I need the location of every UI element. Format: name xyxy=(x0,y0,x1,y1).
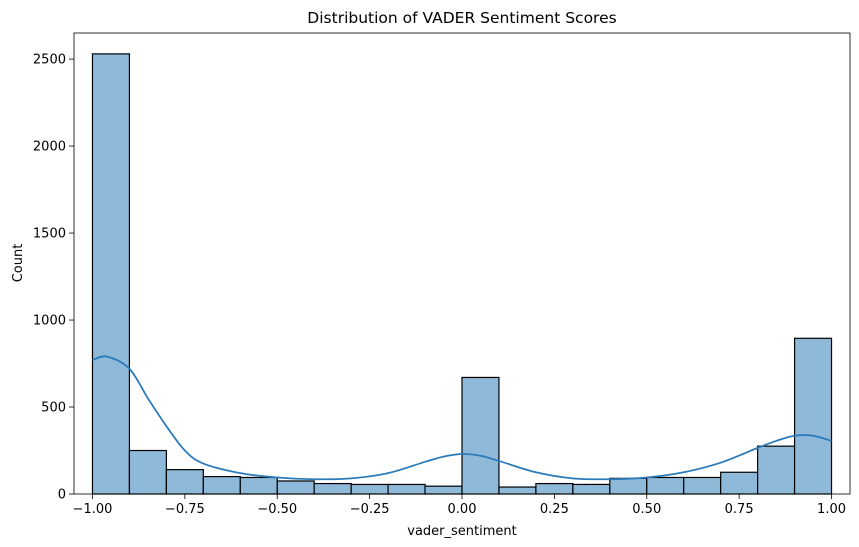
histogram-bar xyxy=(535,482,574,495)
histogram-bars xyxy=(91,53,833,495)
histogram-bar xyxy=(683,476,722,495)
histogram-bar xyxy=(609,477,648,495)
chart-title: Distribution of VADER Sentiment Scores xyxy=(307,9,616,27)
x-axis-ticks: −1.00 −0.75 −0.50 −0.25 0.00 0.25 0.50 0.75 1.00 xyxy=(73,494,846,517)
x-tick-label: 0.00 xyxy=(448,502,477,517)
histogram-bar xyxy=(350,483,389,495)
x-tick-label: 1.00 xyxy=(817,502,846,517)
y-tick-label: 0 xyxy=(58,488,66,503)
x-tick-label: 0.50 xyxy=(632,502,661,517)
histogram-bar xyxy=(793,337,833,495)
histogram-bar xyxy=(91,53,131,495)
histogram-bar xyxy=(165,469,204,495)
y-tick-label: 1000 xyxy=(33,314,66,329)
histogram-bar xyxy=(720,471,759,495)
histogram-bar xyxy=(276,480,315,495)
y-axis-label: Count xyxy=(11,244,26,283)
histogram-bar xyxy=(461,376,500,495)
histogram-bar xyxy=(498,486,537,495)
histogram-bar xyxy=(424,485,463,495)
histogram-bar xyxy=(757,445,796,495)
histogram-bar xyxy=(128,449,167,495)
x-tick-label: 0.25 xyxy=(540,502,569,517)
histogram-bar xyxy=(313,482,352,495)
y-tick-label: 1500 xyxy=(33,227,66,242)
histogram-bar xyxy=(572,483,611,495)
kde-line xyxy=(92,355,832,481)
x-tick-label: −1.00 xyxy=(73,502,113,517)
y-tick-label: 2000 xyxy=(33,140,66,155)
histogram-bar xyxy=(387,483,426,495)
x-tick-label: 0.75 xyxy=(725,502,754,517)
x-tick-label: −0.25 xyxy=(350,502,390,517)
y-tick-label: 2500 xyxy=(33,53,66,68)
histogram-bar xyxy=(202,476,241,495)
x-axis-label: vader_sentiment xyxy=(407,524,516,539)
y-axis-ticks: 0 500 1000 1500 2000 2500 xyxy=(33,53,74,503)
x-tick-label: −0.50 xyxy=(257,502,297,517)
histogram-bar xyxy=(646,476,685,495)
x-tick-label: −0.75 xyxy=(165,502,205,517)
y-tick-label: 500 xyxy=(41,401,66,416)
histogram-bar xyxy=(239,476,278,495)
